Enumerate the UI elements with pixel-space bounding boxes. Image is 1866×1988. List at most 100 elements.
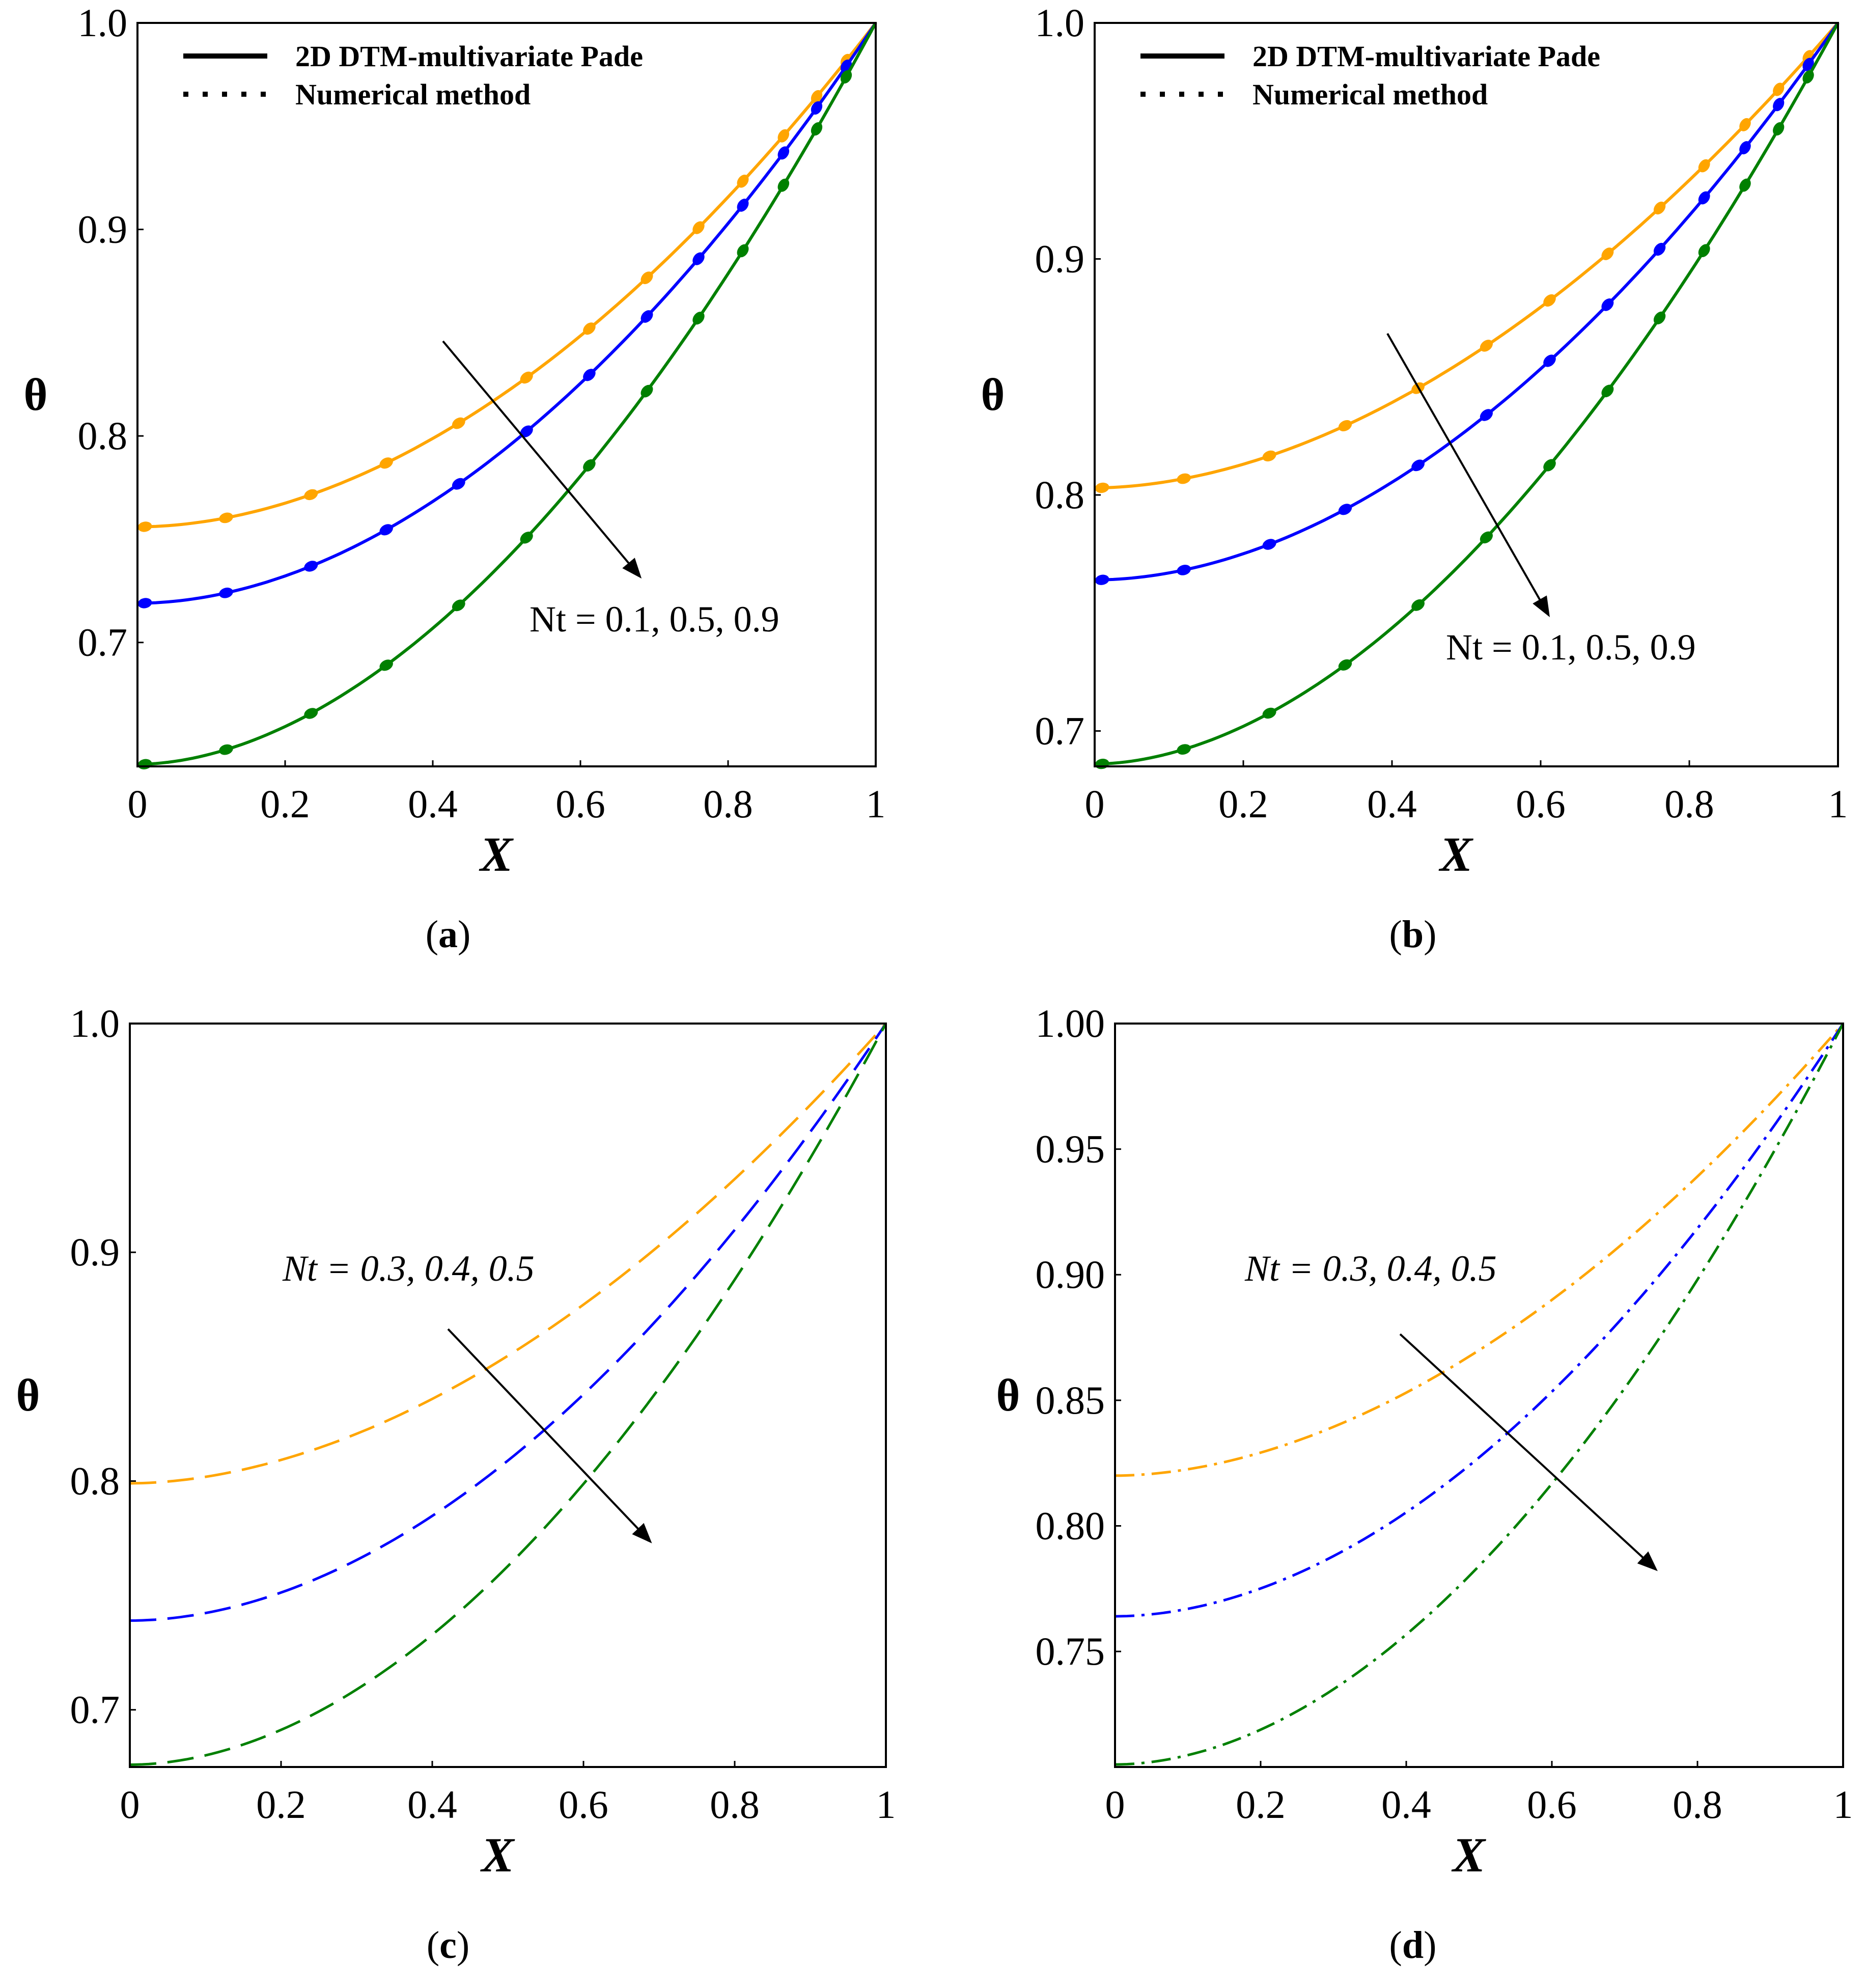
trend-arrow [442,340,642,579]
series-point-nt-0-5-6 [1543,354,1556,367]
caption-open-paren: ( [426,913,438,956]
series-point-nt-0-9-5 [520,532,533,544]
trend-arrow [1399,1333,1658,1571]
series-point-nt-0-9-2 [1262,707,1276,719]
series-point-nt-0-5-11 [811,101,823,115]
nt-annotation: Nt = 0.1, 0.5, 0.9 [1446,627,1696,668]
series-line-nt-0-3 [1115,1023,1844,1477]
x-tick-label: 0 [128,782,148,826]
x-tick-label: 0.2 [1236,1782,1286,1827]
x-tick-label: 0.4 [1381,1782,1431,1827]
caption-letter: d [1402,1924,1424,1967]
y-tick-label: 0.7 [1035,708,1085,753]
x-tick-label: 0.4 [1367,782,1417,826]
x-tick-label: 0.6 [555,782,605,826]
legend-label: Numerical method [1252,78,1488,111]
series-point-nt-0-1-3 [1338,420,1352,432]
caption-letter: c [439,1924,457,1967]
y-tick-label: 0.9 [78,207,128,252]
series-point-nt-0-9-2 [304,708,318,719]
y-tick-label: 1.0 [70,1001,120,1045]
chart-panel-b: 0 0.2 0.4 0.6 0.8 1 0.7 0.8 0.9 1.0 Xθ 2D DTM-multi… [981,1,1848,956]
series-point-nt-0-9-9 [1698,244,1710,258]
series-point-nt-0-1-11 [1773,82,1785,96]
x-tick-label: 1 [876,1782,896,1827]
series-point-nt-0-9-8 [1653,311,1666,325]
series-point-nt-0-5-11 [1773,98,1785,112]
x-tick-label: 0.2 [260,782,310,826]
y-tick-label: 0.9 [1035,236,1085,281]
plot-frame [1094,22,1839,767]
series-point-nt-0-1-5 [520,371,533,384]
panel-caption: (c) [427,1924,469,1967]
plot-frame [129,1023,887,1768]
series-point-nt-0-5-3 [379,524,393,536]
series-point-nt-0-1-6 [583,322,596,335]
x-tick-label: 0.8 [1664,782,1714,826]
series-point-nt-0-5-5 [1480,409,1493,421]
legend-label: Numerical method [295,78,531,111]
y-tick-label: 0.85 [1036,1378,1105,1422]
caption-close-paren: ) [458,913,470,956]
x-tick-label: 1 [866,782,886,826]
x-tick-label: 0.6 [1516,782,1566,826]
series-point-nt-0-1-2 [304,489,318,501]
series-line-nt-0-3 [129,1023,887,1485]
y-axis-label: θ [981,370,1005,420]
series-line-nt-0-5 [129,1023,887,1766]
caption-letter: b [1402,913,1424,956]
y-tick-label: 0.7 [70,1688,120,1732]
series-point-nt-0-5-2 [304,561,318,572]
series-line-nt-0-4 [129,1023,887,1622]
chart-panel-d: 0 0.2 0.4 0.6 0.8 1 0.75 0.80 0.85 0.90 0.95 1.00 Xθ… [996,1001,1853,1967]
trend-arrow [447,1328,652,1543]
x-axis-label: X [1451,1828,1486,1882]
series-point-nt-0-5-1 [1177,565,1191,575]
series-point-nt-0-5-10 [777,146,790,160]
series-line-nt-0-5 [1094,22,1840,582]
caption-close-paren: ) [457,1924,469,1967]
series-line-nt-0-9 [137,22,877,766]
series-point-nt-0-1-0 [137,521,152,532]
series-point-nt-0-1-2 [1262,450,1276,462]
series-point-nt-0-5-8 [692,252,705,265]
x-tick-label: 0 [1105,1782,1125,1827]
series-point-nt-0-9-10 [1739,178,1751,192]
y-tick-label: 1.0 [78,1,128,45]
y-tick-label: 0.90 [1036,1252,1105,1296]
y-tick-label: 0.8 [78,413,128,458]
series-point-nt-0-5-12 [1802,58,1814,71]
series-point-nt-0-9-6 [583,459,596,472]
series-point-nt-0-9-0 [1095,758,1109,769]
nt-annotation: Nt = 0.1, 0.5, 0.9 [530,599,779,640]
x-tick-label: 0.8 [703,782,753,826]
y-tick-label: 0.7 [78,620,128,665]
series-point-nt-0-9-4 [1411,599,1425,611]
series-point-nt-0-5-8 [1653,242,1666,256]
legend-label: 2D DTM-multivariate Pade [295,40,643,73]
x-tick-label: 0.8 [710,1782,760,1827]
series-line-nt-0-4 [1115,1023,1845,1618]
y-tick-label: 0.75 [1036,1629,1105,1673]
series-point-nt-0-9-11 [811,122,823,136]
series-point-nt-0-9-4 [452,599,465,612]
series-point-nt-0-1-9 [1698,159,1710,173]
x-tick-label: 0.4 [408,782,458,826]
x-tick-label: 0.4 [407,1782,457,1827]
trend-arrow [1386,333,1550,617]
nt-annotation: Nt = 0.3, 0.4, 0.5 [282,1248,535,1289]
caption-open-paren: ( [427,1924,439,1967]
series-point-nt-0-1-0 [1095,482,1109,493]
panel-caption: (d) [1389,1924,1437,1967]
y-tick-label: 0.95 [1036,1127,1105,1171]
series-point-nt-0-9-1 [1177,744,1191,755]
y-tick-label: 0.9 [70,1230,120,1274]
y-tick-label: 0.8 [1035,473,1085,517]
series-point-nt-0-1-1 [219,512,233,523]
chart-panel-c: 0 0.2 0.4 0.6 0.8 1 0.7 0.8 0.9 1.0 Xθ Nt = 0.3, 0.… [16,1001,896,1967]
series-point-nt-0-1-8 [1653,201,1666,215]
series-point-nt-0-9-11 [1773,122,1785,136]
chart-panel-a: 0 0.2 0.4 0.6 0.8 1 0.7 0.8 0.9 1.0 Xθ 2D DTM-multi… [24,1,886,956]
series-point-nt-0-5-6 [583,369,596,381]
